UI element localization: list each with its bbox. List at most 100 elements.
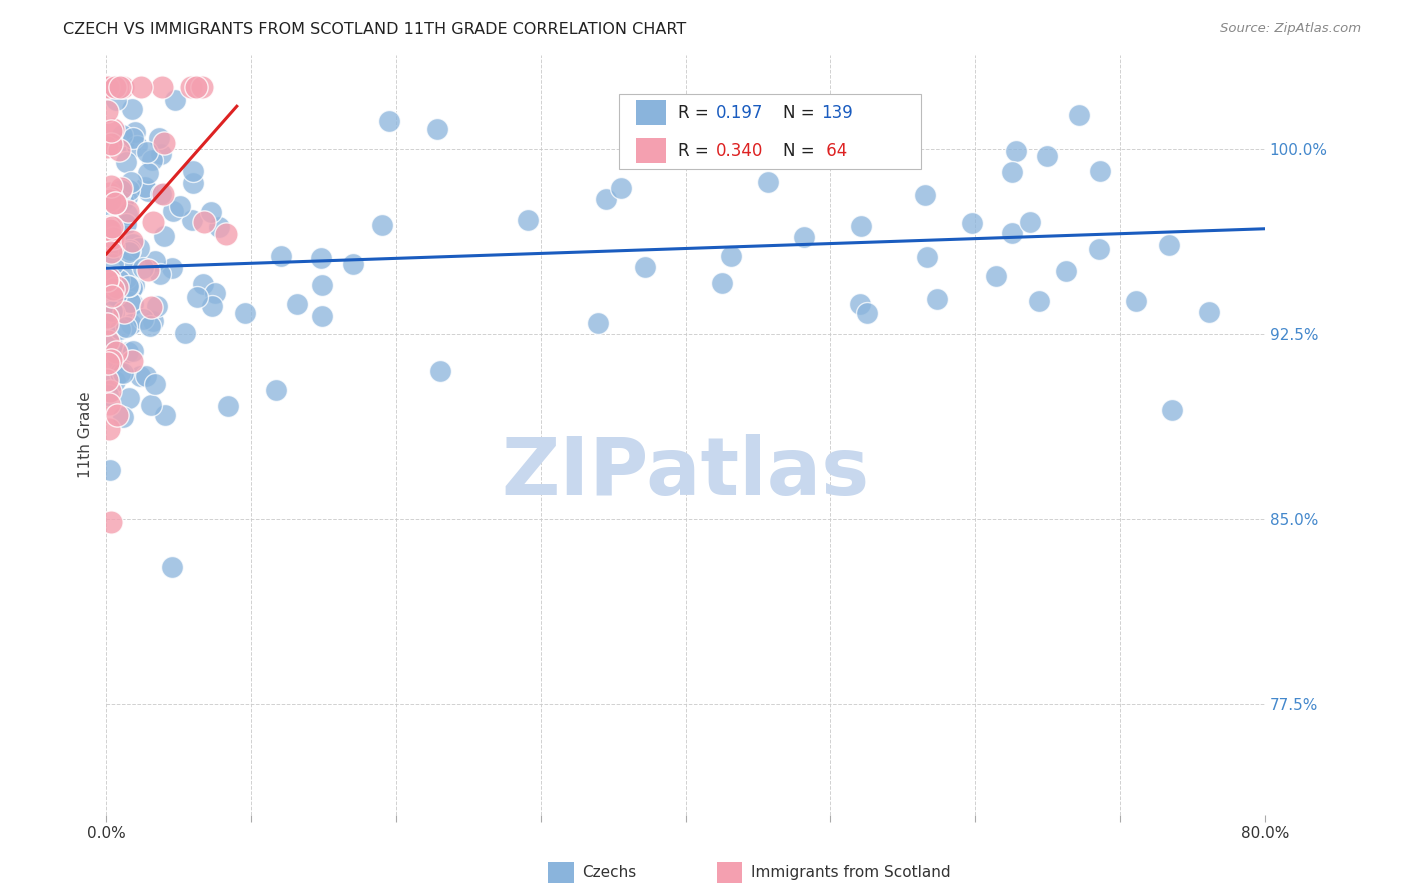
Point	[309, 252, 332, 266]
Point	[371, 218, 394, 232]
Text: ZIPatlas: ZIPatlas	[502, 434, 870, 512]
Point	[118, 244, 141, 259]
Point	[634, 260, 657, 274]
Point	[118, 392, 141, 406]
Point	[96, 310, 118, 324]
Text: Czechs: Czechs	[582, 865, 637, 880]
Point	[104, 345, 127, 359]
Point	[136, 262, 159, 277]
Point	[118, 279, 141, 293]
Point	[98, 246, 121, 260]
Text: CZECH VS IMMIGRANTS FROM SCOTLAND 11TH GRADE CORRELATION CHART: CZECH VS IMMIGRANTS FROM SCOTLAND 11TH G…	[63, 22, 686, 37]
Point	[150, 147, 173, 161]
Point	[233, 305, 256, 319]
Text: 0.197: 0.197	[716, 103, 763, 121]
Point	[97, 317, 120, 331]
Point	[141, 153, 163, 168]
Point	[595, 192, 617, 206]
Point	[98, 244, 121, 259]
Point	[648, 139, 671, 153]
Point	[186, 290, 208, 304]
Point	[162, 204, 184, 219]
Point	[104, 80, 127, 95]
Point	[96, 273, 118, 287]
Point	[1001, 226, 1024, 240]
Point	[100, 304, 122, 318]
Point	[914, 188, 936, 202]
Text: Immigrants from Scotland: Immigrants from Scotland	[751, 865, 950, 880]
Point	[98, 384, 121, 399]
Point	[1157, 238, 1180, 252]
Point	[1028, 293, 1050, 308]
Point	[121, 281, 143, 295]
Point	[115, 320, 138, 334]
Point	[142, 214, 165, 228]
Point	[111, 194, 134, 209]
Point	[142, 314, 165, 328]
Point	[270, 249, 292, 263]
Point	[121, 102, 143, 116]
Point	[121, 234, 143, 248]
Point	[124, 278, 146, 293]
Point	[110, 183, 132, 197]
Point	[152, 136, 174, 150]
Point	[1090, 164, 1112, 178]
Point	[610, 181, 633, 195]
Point	[134, 180, 156, 194]
Point	[112, 134, 135, 148]
Point	[152, 186, 174, 201]
Point	[208, 219, 231, 234]
Point	[104, 196, 127, 211]
Point	[104, 343, 127, 358]
Point	[101, 257, 124, 271]
Point	[114, 271, 136, 285]
Point	[429, 364, 451, 378]
Point	[849, 219, 872, 233]
Point	[129, 80, 152, 95]
Point	[101, 231, 124, 245]
Point	[342, 257, 364, 271]
Point	[266, 383, 288, 397]
Point	[856, 306, 879, 320]
Point	[1036, 149, 1059, 163]
Text: 64: 64	[821, 142, 848, 160]
Point	[190, 80, 212, 95]
Point	[217, 400, 239, 414]
Point	[107, 239, 129, 253]
Point	[100, 124, 122, 138]
Point	[183, 176, 205, 190]
Point	[1001, 164, 1024, 178]
Y-axis label: 11th Grade: 11th Grade	[79, 392, 93, 478]
Text: R =: R =	[678, 103, 714, 121]
Point	[96, 80, 118, 95]
Point	[101, 230, 124, 244]
Point	[204, 286, 226, 301]
Point	[98, 397, 121, 411]
Point	[117, 190, 139, 204]
Point	[124, 125, 146, 139]
Point	[155, 408, 177, 422]
Point	[110, 180, 132, 194]
Point	[756, 175, 779, 189]
Point	[100, 136, 122, 151]
Point	[117, 344, 139, 359]
Point	[122, 343, 145, 358]
Point	[285, 297, 308, 311]
Point	[107, 279, 129, 293]
Point	[1067, 108, 1090, 122]
Point	[96, 273, 118, 287]
Point	[101, 239, 124, 253]
Point	[101, 122, 124, 136]
Point	[97, 186, 120, 201]
Point	[200, 205, 222, 219]
Point	[100, 515, 122, 529]
Point	[1160, 402, 1182, 417]
Point	[118, 183, 141, 197]
Point	[925, 292, 948, 306]
Point	[100, 338, 122, 352]
Point	[97, 80, 120, 95]
Text: 0.340: 0.340	[716, 142, 763, 160]
Point	[97, 285, 120, 299]
Point	[108, 272, 131, 286]
Point	[132, 261, 155, 276]
